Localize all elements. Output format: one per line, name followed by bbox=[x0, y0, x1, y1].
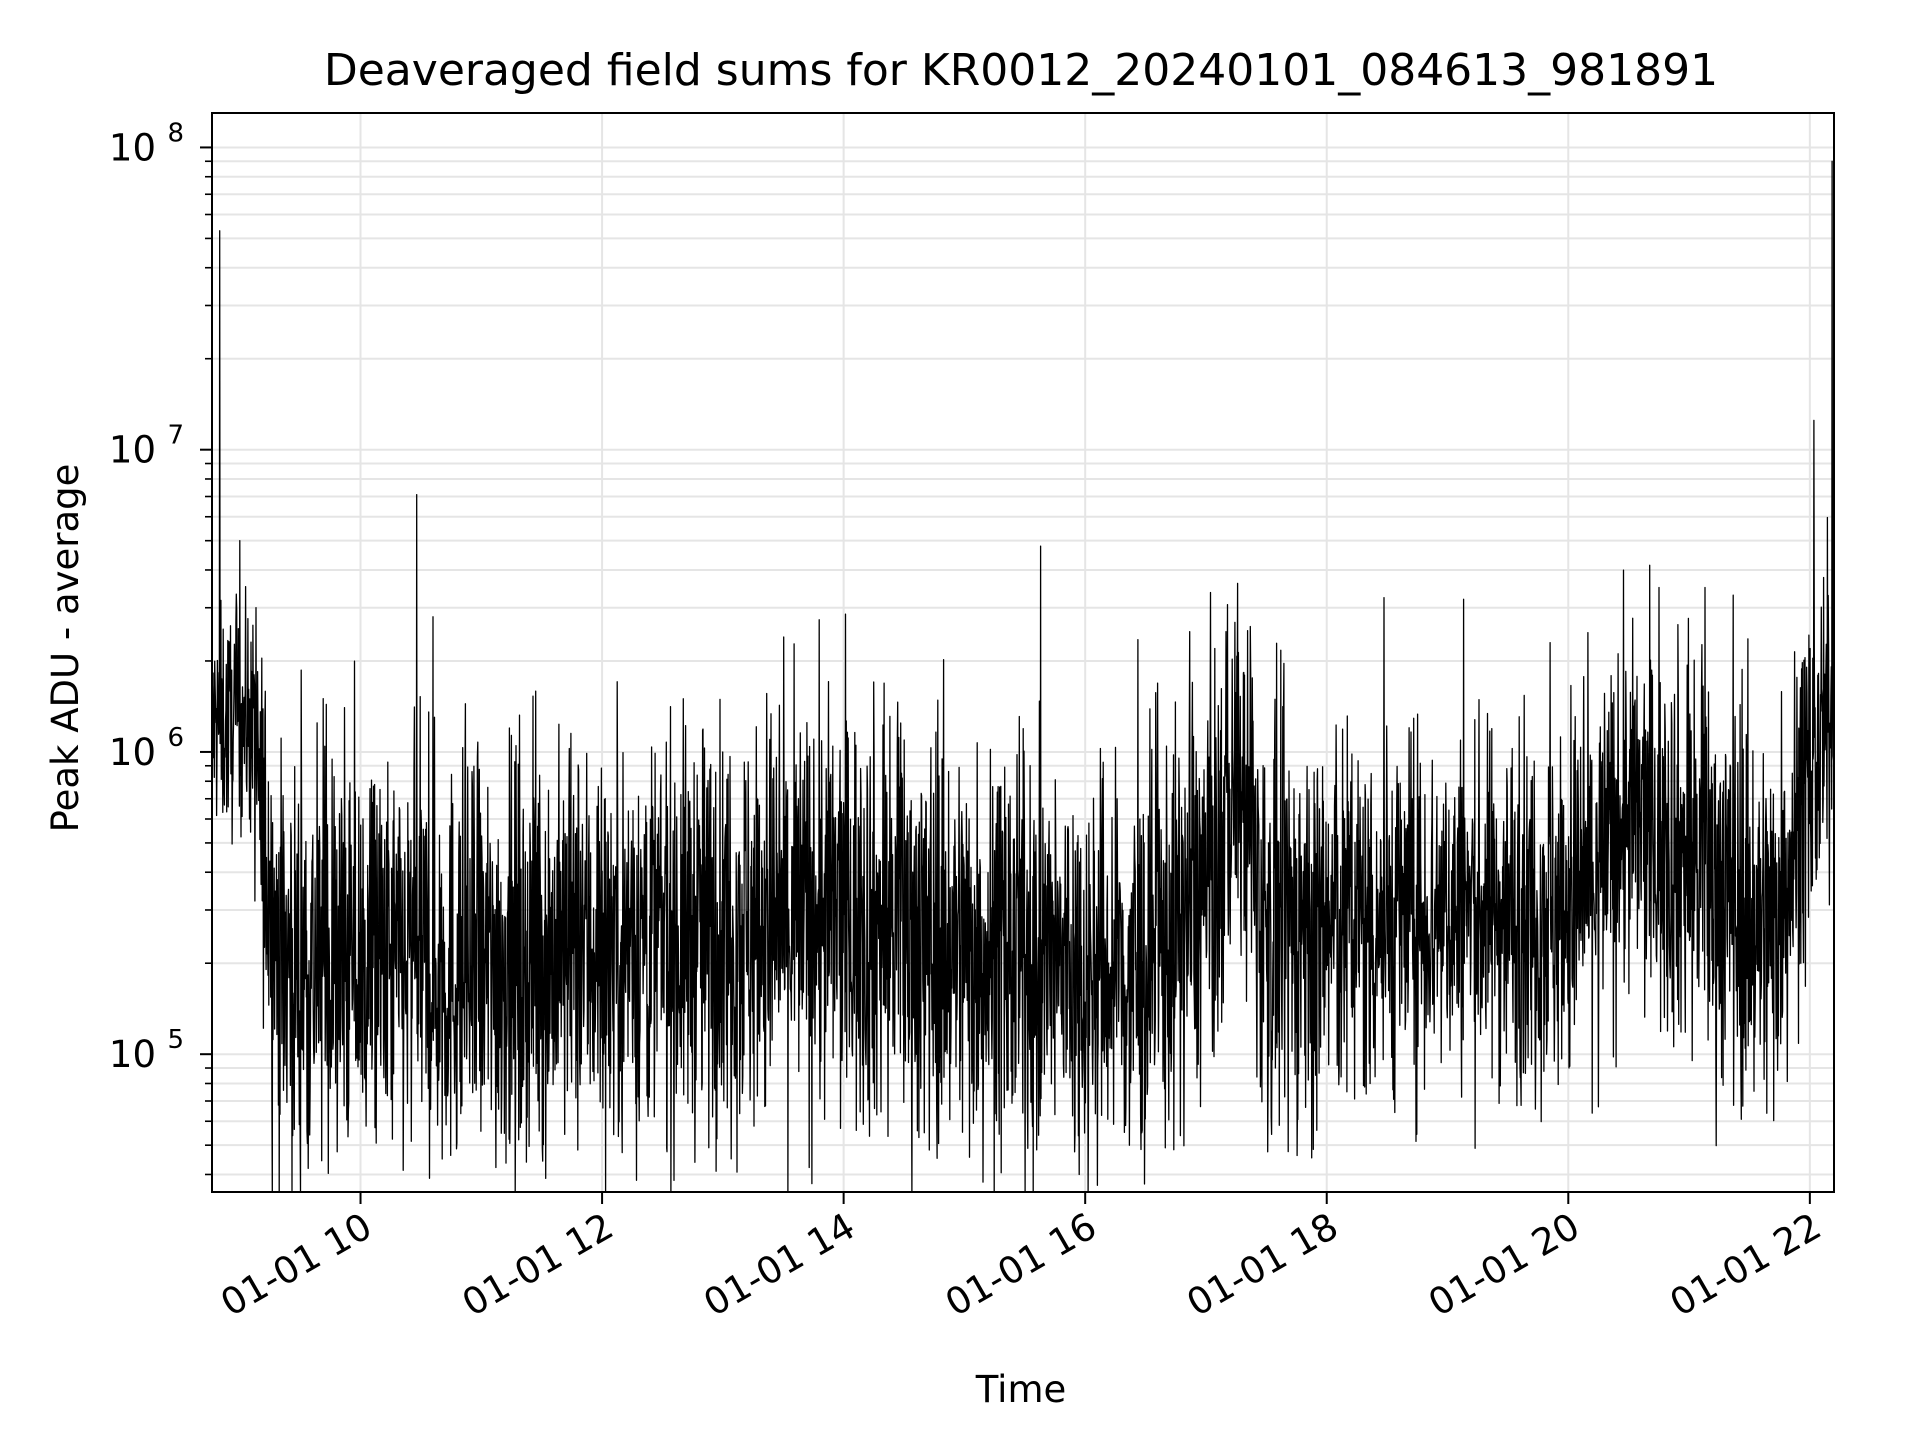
y-tick-exponent: 8 bbox=[167, 118, 184, 148]
x-axis-label: Time bbox=[975, 1368, 1067, 1411]
series-layer bbox=[211, 160, 1835, 1193]
y-tick-exponent: 7 bbox=[167, 421, 184, 451]
y-tick-exponent: 5 bbox=[167, 1025, 184, 1055]
y-tick-label: 10 bbox=[109, 1033, 156, 1076]
chart-title: Deaveraged field sums for KR0012_2024010… bbox=[324, 45, 1718, 96]
y-tick-exponent: 6 bbox=[167, 723, 184, 753]
series-line bbox=[211, 160, 1835, 1193]
y-tick-label: 10 bbox=[109, 429, 156, 472]
y-tick-label: 10 bbox=[109, 731, 156, 774]
y-tick-label: 10 bbox=[109, 126, 156, 169]
y-axis-ticks: 10 5 10 6 10 7 10 8 bbox=[109, 118, 212, 1176]
plot-area-frame bbox=[211, 112, 1835, 1193]
y-axis-label: Peak ADU - average bbox=[44, 464, 87, 833]
